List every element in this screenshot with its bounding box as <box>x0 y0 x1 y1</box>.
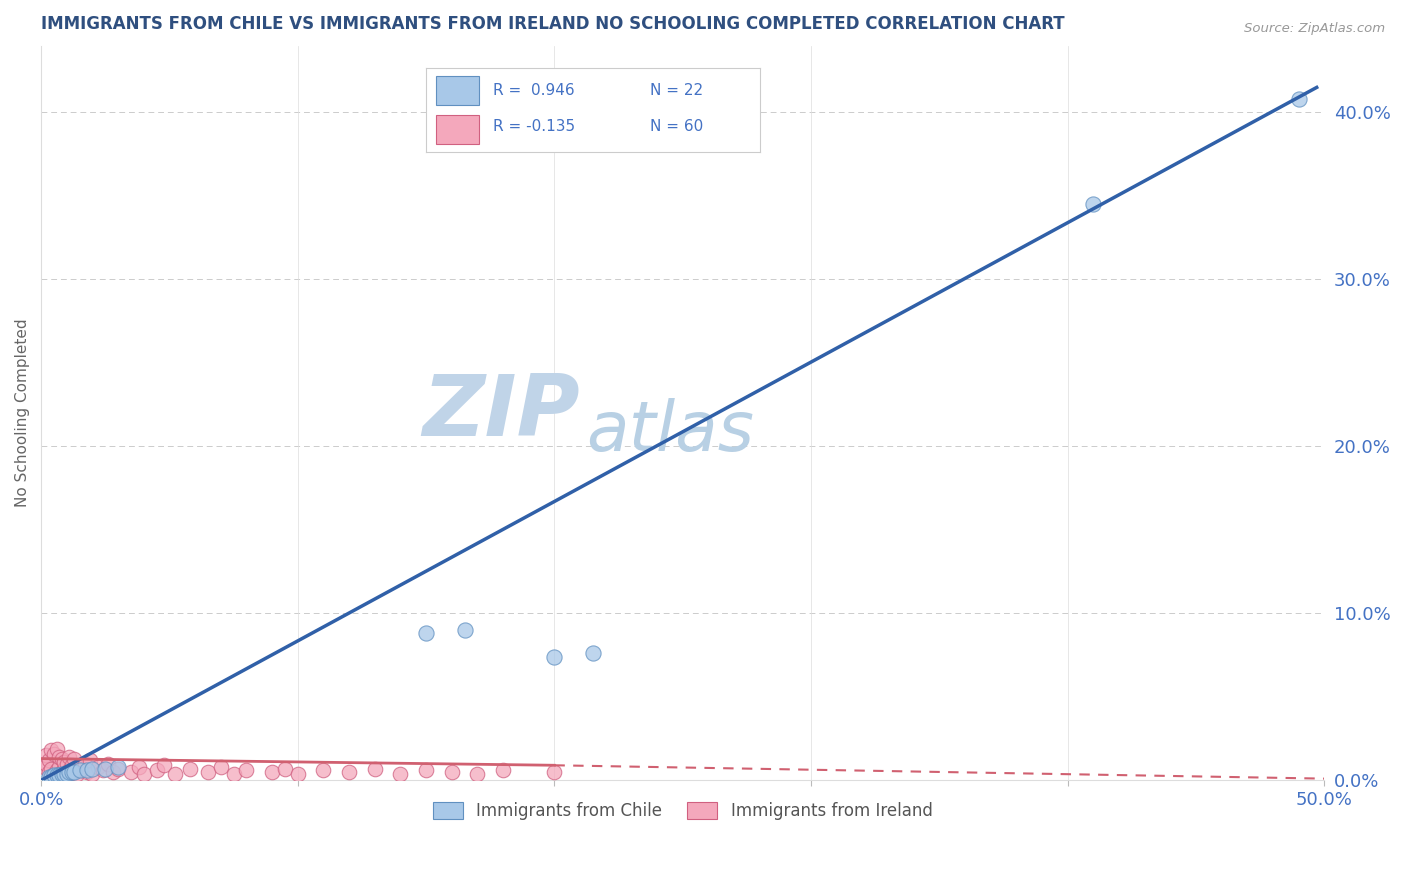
Point <box>145 764 167 778</box>
Point <box>101 764 124 779</box>
Point <box>42 747 65 761</box>
Point <box>440 764 463 779</box>
Point <box>364 762 387 776</box>
Point <box>69 760 91 774</box>
Text: ZIP: ZIP <box>422 371 581 455</box>
Legend: Immigrants from Chile, Immigrants from Ireland: Immigrants from Chile, Immigrants from I… <box>426 796 939 827</box>
Point <box>41 743 63 757</box>
Point <box>48 768 70 782</box>
Point <box>582 647 605 661</box>
Point <box>38 770 60 784</box>
Text: IMMIGRANTS FROM CHILE VS IMMIGRANTS FROM IRELAND NO SCHOOLING COMPLETED CORRELAT: IMMIGRANTS FROM CHILE VS IMMIGRANTS FROM… <box>41 15 1064 33</box>
Point <box>60 764 83 779</box>
Point <box>312 764 335 778</box>
Point <box>107 760 129 774</box>
Point <box>163 766 186 780</box>
Point <box>42 768 65 782</box>
Point <box>94 762 117 776</box>
Point <box>179 762 201 776</box>
Point <box>492 764 515 778</box>
Point <box>41 770 63 784</box>
Point <box>45 768 67 782</box>
Point <box>120 764 142 779</box>
Point <box>97 756 120 771</box>
Point <box>32 760 55 774</box>
Point <box>60 764 83 779</box>
Point <box>48 760 70 774</box>
Point <box>453 623 475 637</box>
Point <box>70 764 93 778</box>
Point <box>79 753 101 767</box>
Point <box>63 764 86 779</box>
Point <box>38 764 60 779</box>
Point <box>543 649 565 664</box>
Point <box>53 755 76 769</box>
Point <box>55 756 77 771</box>
Point <box>76 764 98 779</box>
Point <box>48 750 70 764</box>
Point <box>63 751 86 765</box>
Point <box>35 748 58 763</box>
Point <box>287 766 309 780</box>
Point <box>51 766 73 780</box>
Point <box>69 764 91 778</box>
Point <box>53 766 76 780</box>
Text: Source: ZipAtlas.com: Source: ZipAtlas.com <box>1244 22 1385 36</box>
Point <box>235 764 257 778</box>
Point <box>51 764 73 779</box>
Point <box>63 762 86 776</box>
Y-axis label: No Schooling Completed: No Schooling Completed <box>15 318 30 508</box>
Point <box>274 762 297 776</box>
Point <box>51 751 73 765</box>
Point <box>41 762 63 776</box>
Point <box>55 766 77 780</box>
Point <box>86 760 108 774</box>
Point <box>132 766 155 780</box>
Point <box>55 766 77 780</box>
Point <box>58 764 80 778</box>
Point <box>53 762 76 776</box>
Point <box>262 764 284 779</box>
Point <box>209 760 232 774</box>
Point <box>58 750 80 764</box>
Point <box>82 766 104 780</box>
Point <box>1083 197 1105 211</box>
Point <box>58 764 80 779</box>
Point <box>1288 92 1310 106</box>
Point <box>197 764 219 779</box>
Point <box>76 764 98 778</box>
Point <box>389 766 412 780</box>
Point <box>38 753 60 767</box>
Point <box>467 766 489 780</box>
Point <box>128 760 150 774</box>
Point <box>337 764 360 779</box>
Point <box>222 766 245 780</box>
Point <box>35 756 58 771</box>
Point <box>91 764 114 778</box>
Point <box>45 764 67 778</box>
Point <box>45 741 67 756</box>
Point <box>415 626 437 640</box>
Point <box>73 756 96 771</box>
Point <box>66 766 89 780</box>
Point <box>82 762 104 776</box>
Text: atlas: atlas <box>586 398 755 465</box>
Point <box>415 764 437 778</box>
Point <box>60 758 83 772</box>
Point <box>107 762 129 776</box>
Point <box>42 766 65 780</box>
Point <box>153 758 176 772</box>
Point <box>543 764 565 779</box>
